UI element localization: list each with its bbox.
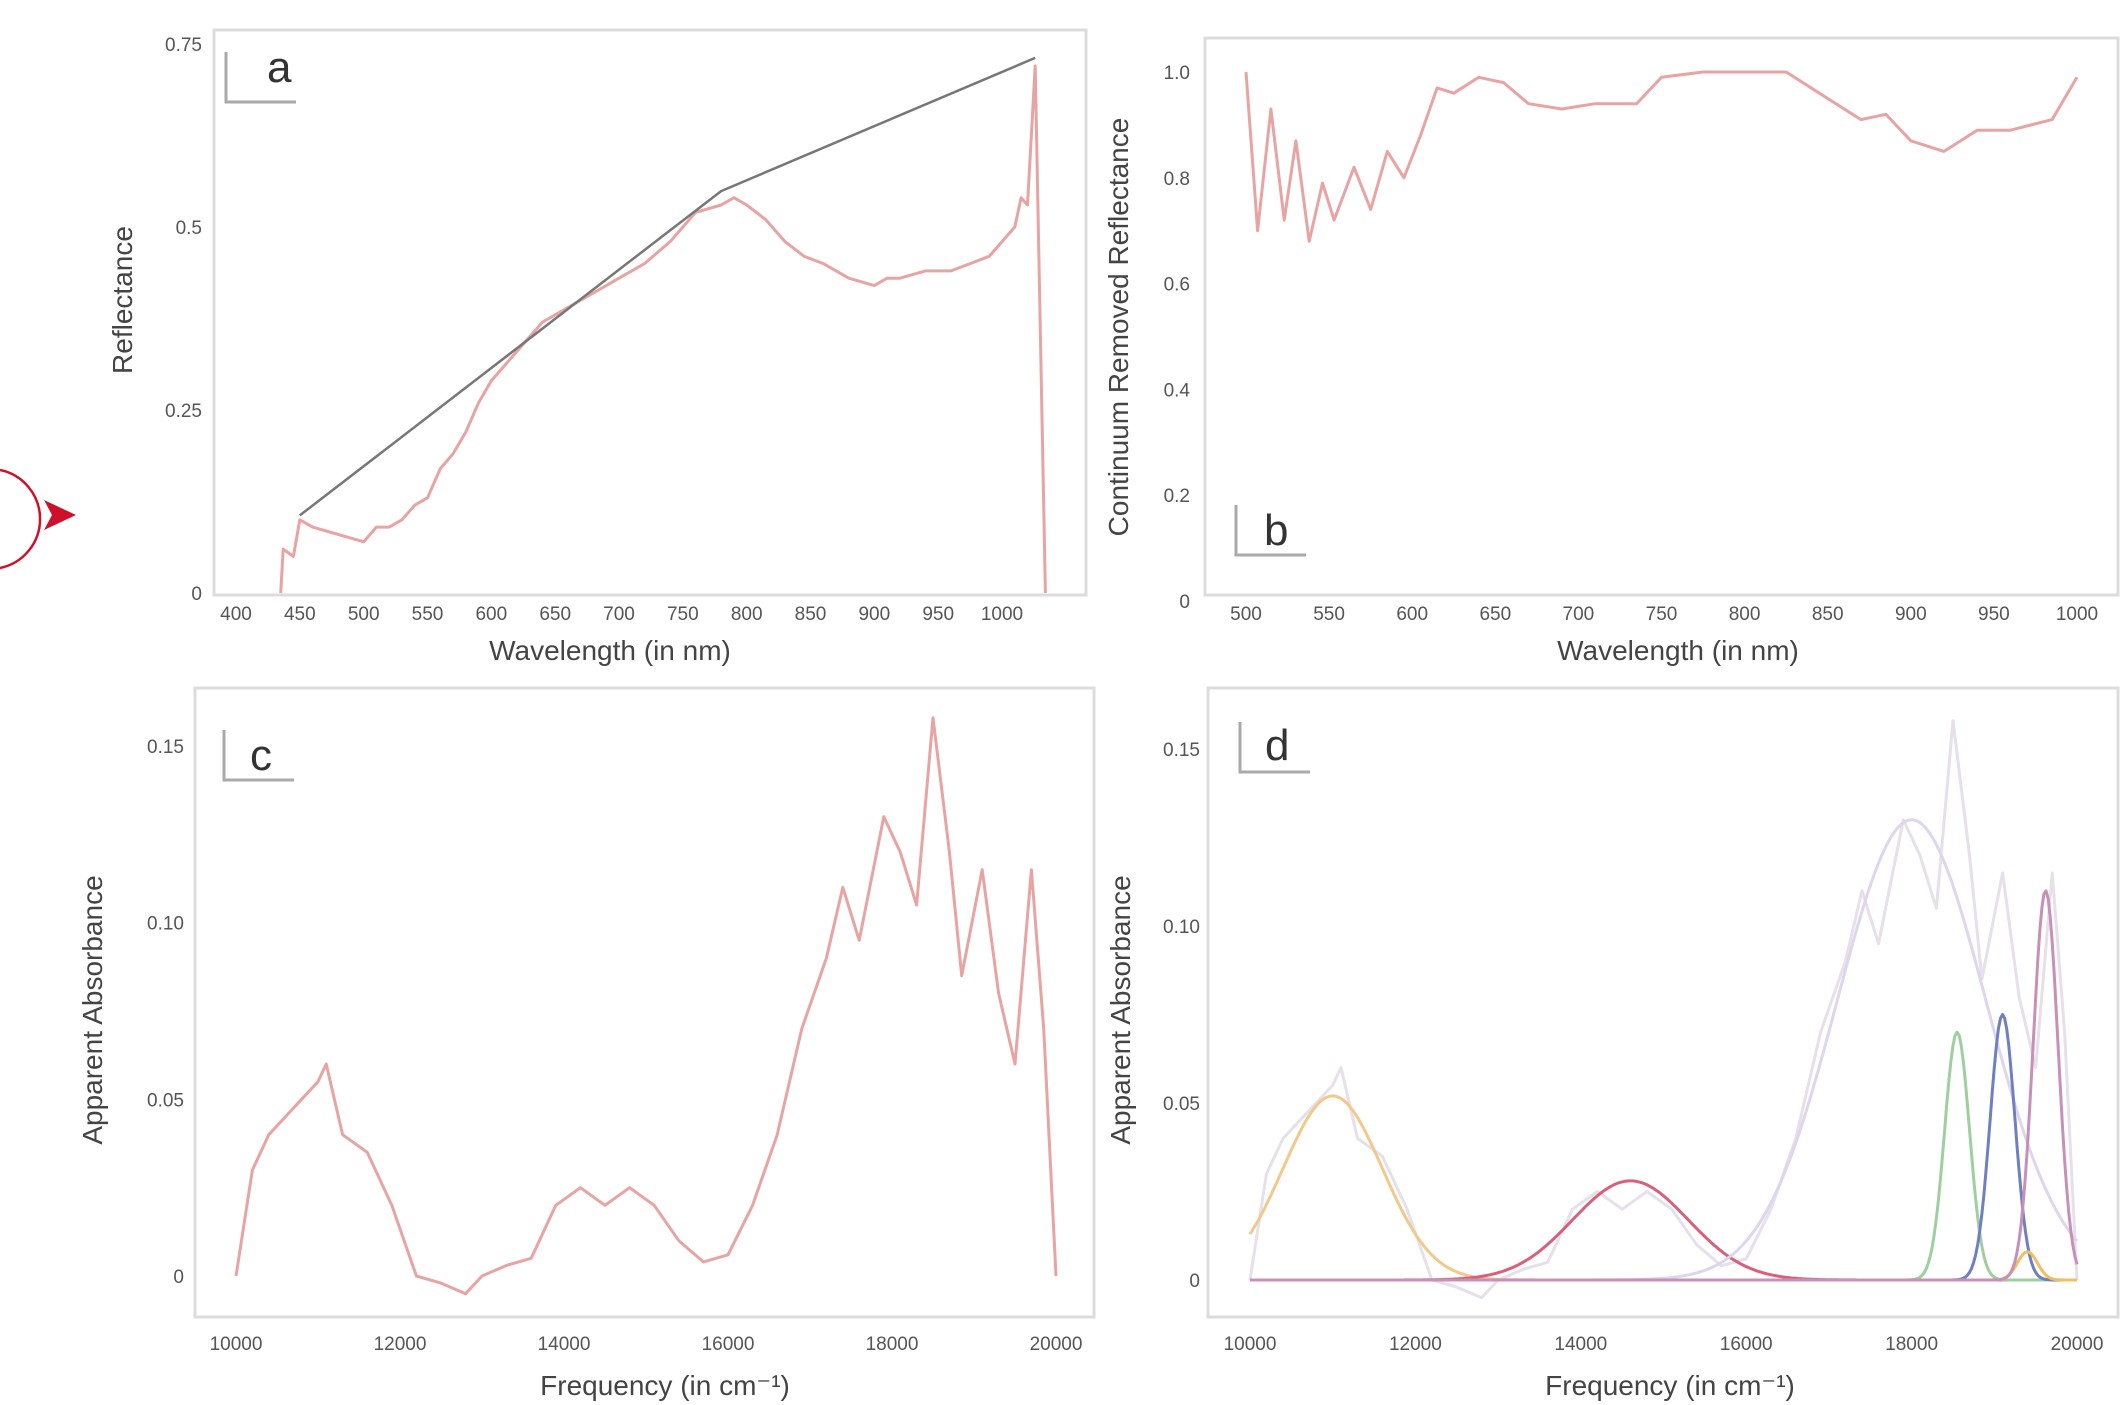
- x-tick-label: 1000: [981, 604, 1023, 625]
- panel-a: 0 0.25 0.5 0.75 400 450 500 550 600 650 700 750 800 8…: [107, 28, 1088, 666]
- x-tick-label: 700: [603, 604, 635, 625]
- x-tick-label: 16000: [702, 1334, 755, 1355]
- x-tick-label: 600: [1396, 604, 1428, 625]
- x-tick-label: 550: [1313, 604, 1345, 625]
- x-tick-label: 400: [220, 604, 252, 625]
- x-tick-label: 500: [1230, 604, 1262, 625]
- plot-frame: [1206, 686, 2120, 1319]
- x-tick-label: 20000: [2051, 1334, 2104, 1355]
- panel-bracket: [1238, 722, 1310, 774]
- y-tick-label: 0.8: [1164, 169, 1190, 190]
- y-tick-label: 0.4: [1164, 380, 1191, 401]
- x-tick-label: 500: [348, 604, 380, 625]
- x-axis-title: Wavelength (in nm): [1557, 635, 1799, 666]
- y-tick-label: 0.2: [1164, 486, 1190, 507]
- panel-letter: d: [1265, 721, 1289, 770]
- y-tick-label: 1.0: [1164, 63, 1190, 84]
- y-tick-label: 0: [191, 584, 202, 605]
- y-tick-label: 0.10: [1163, 917, 1200, 938]
- x-tick-label: 900: [858, 604, 890, 625]
- y-tick-label: 0.05: [147, 1090, 184, 1111]
- y-axis-title: Reflectance: [107, 226, 138, 374]
- x-tick-label: 18000: [866, 1334, 919, 1355]
- series-line-continuum: [299, 56, 1036, 517]
- plot-frame: [1203, 36, 2120, 597]
- y-tick-label: 0.25: [165, 401, 202, 422]
- y-tick-label: 0: [173, 1267, 184, 1288]
- x-tick-label: 18000: [1885, 1334, 1938, 1355]
- y-axis-title: Apparent Absorbance: [77, 875, 108, 1144]
- panel-b: 0 0.2 0.4 0.6 0.8 1.0 500 550 600 650 700 750 800 850…: [1103, 36, 2120, 666]
- x-tick-label: 10000: [1224, 1334, 1277, 1355]
- x-tick-label: 1000: [2056, 604, 2098, 625]
- x-tick-label: 750: [667, 604, 699, 625]
- panel-letter: a: [267, 43, 292, 92]
- x-tick-label: 16000: [1720, 1334, 1773, 1355]
- panel-c: 0 0.05 0.10 0.15 10000 12000 14000 16000 18000 20…: [77, 686, 1096, 1401]
- series-line-continuum-removed: [1244, 70, 2079, 243]
- x-axis-title: Frequency (in cm⁻¹): [540, 1370, 790, 1401]
- x-tick-label: 900: [1895, 604, 1927, 625]
- panel-bracket: [1234, 505, 1306, 557]
- y-tick-label: 0.05: [1163, 1094, 1200, 1115]
- panel-letter: b: [1264, 506, 1288, 555]
- y-axis-title: Apparent Absorbance: [1105, 875, 1136, 1144]
- panel-bracket: [224, 52, 296, 104]
- y-tick-label: 0.5: [176, 218, 202, 239]
- x-tick-label: 800: [731, 604, 763, 625]
- x-tick-label: 800: [1729, 604, 1761, 625]
- panel-bracket: [222, 730, 294, 782]
- panel-letter: c: [250, 731, 272, 780]
- y-tick-label: 0.75: [165, 35, 202, 56]
- annotation-arc: [0, 468, 42, 570]
- x-tick-label: 850: [795, 604, 827, 625]
- x-axis-title: Frequency (in cm⁻¹): [1545, 1370, 1795, 1401]
- y-axis-title: Continuum Removed Reflectance: [1103, 118, 1134, 537]
- y-tick-label: 0.15: [147, 737, 184, 758]
- y-tick-label: 0.6: [1164, 275, 1190, 296]
- x-tick-label: 650: [539, 604, 571, 625]
- x-tick-label: 10000: [210, 1334, 263, 1355]
- x-axis-title: Wavelength (in nm): [489, 635, 731, 666]
- x-tick-label: 450: [284, 604, 316, 625]
- y-tick-label: 0.15: [1163, 740, 1200, 761]
- series-line-absorbance: [1248, 719, 2079, 1300]
- plot-frame: [212, 28, 1088, 597]
- x-tick-label: 650: [1479, 604, 1511, 625]
- series-line-absorbance: [234, 716, 1058, 1296]
- x-tick-label: 600: [475, 604, 507, 625]
- x-tick-label: 20000: [1030, 1334, 1083, 1355]
- annotation-arrow-icon: [44, 500, 76, 530]
- x-tick-label: 950: [1978, 604, 2010, 625]
- y-tick-label: 0.10: [147, 914, 184, 935]
- x-tick-label: 12000: [1389, 1334, 1442, 1355]
- x-tick-label: 14000: [1554, 1334, 1607, 1355]
- plot-frame: [193, 686, 1096, 1319]
- x-tick-label: 550: [412, 604, 444, 625]
- x-tick-label: 12000: [374, 1334, 427, 1355]
- x-tick-label: 950: [922, 604, 954, 625]
- x-tick-label: 750: [1646, 604, 1678, 625]
- x-tick-label: 14000: [538, 1334, 591, 1355]
- y-tick-label: 0: [1179, 592, 1190, 613]
- y-tick-label: 0: [1189, 1271, 1200, 1292]
- series-line-spectrum: [279, 64, 1047, 594]
- series-line-gaussian-component: [1250, 889, 2079, 1282]
- x-tick-label: 850: [1812, 604, 1844, 625]
- panel-d: 0 0.05 0.10 0.15 10000 12000 14000 16000 18000 20…: [1105, 686, 2120, 1401]
- x-tick-label: 700: [1563, 604, 1595, 625]
